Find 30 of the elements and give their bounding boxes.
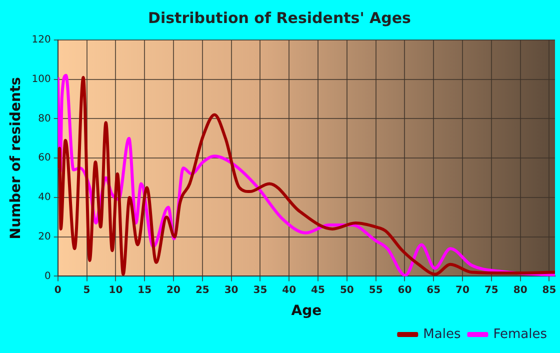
x-tick-label: 50 (340, 284, 354, 296)
chart-title: Distribution of Residents' Ages (148, 8, 412, 27)
y-tick-label: 100 (32, 74, 51, 85)
x-tick-label: 70 (456, 284, 470, 296)
y-tick-label: 60 (38, 152, 51, 164)
x-tick-label: 35 (253, 284, 268, 296)
legend-label: Females (493, 326, 548, 342)
x-tick-label: 65 (426, 284, 441, 296)
x-tick-label: 75 (484, 284, 498, 296)
x-tick-label: 20 (166, 284, 180, 296)
x-tick-label: 30 (224, 284, 238, 296)
x-tick-label: 40 (282, 284, 296, 296)
x-axis-title: Age (291, 303, 322, 320)
y-tick-label: 0 (44, 270, 51, 282)
x-tick-label: 15 (138, 284, 152, 296)
x-tick-label: 5 (83, 284, 90, 296)
x-tick-label: 10 (108, 284, 123, 296)
x-tick-label: 45 (311, 284, 325, 296)
legend-label: Males (423, 326, 461, 342)
x-tick-label: 0 (54, 284, 62, 296)
y-tick-label: 80 (38, 113, 51, 124)
y-tick-label: 20 (38, 231, 51, 242)
x-tick-label: 60 (398, 284, 412, 296)
y-tick-label: 40 (38, 192, 51, 204)
x-tick-label: 25 (195, 284, 210, 296)
y-tick-label: 120 (32, 34, 51, 46)
x-tick-label: 80 (513, 284, 528, 296)
y-axis-title: Number of residents (8, 77, 24, 240)
x-tick-label: 55 (368, 284, 383, 296)
x-tick-label: 85 (542, 284, 556, 296)
